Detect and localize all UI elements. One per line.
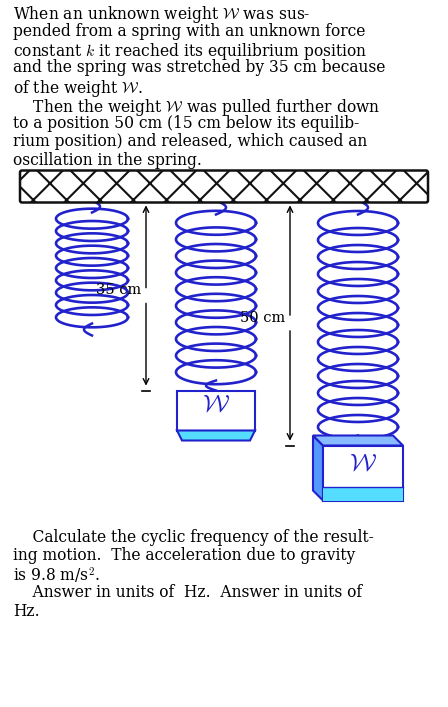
Polygon shape	[177, 431, 255, 440]
Text: 35 cm: 35 cm	[96, 284, 141, 298]
Text: Hz.: Hz.	[13, 602, 39, 619]
Text: $\mathcal{W}$: $\mathcal{W}$	[349, 452, 377, 476]
Text: $\mathcal{W}$: $\mathcal{W}$	[202, 394, 230, 418]
Text: constant $k$ it reached its equilibrium position: constant $k$ it reached its equilibrium …	[13, 41, 367, 62]
Text: oscillation in the spring.: oscillation in the spring.	[13, 152, 202, 169]
Text: is 9.8 m/s$^2$.: is 9.8 m/s$^2$.	[13, 566, 100, 586]
Polygon shape	[313, 436, 323, 501]
Text: ing motion.  The acceleration due to gravity: ing motion. The acceleration due to grav…	[13, 547, 355, 564]
Text: rium position) and released, which caused an: rium position) and released, which cause…	[13, 134, 367, 151]
Text: Then the weight $\mathcal{W}$ was pulled further down: Then the weight $\mathcal{W}$ was pulled…	[13, 96, 380, 117]
Bar	[323, 445, 403, 501]
Text: of the weight $\mathcal{W}$.: of the weight $\mathcal{W}$.	[13, 78, 142, 99]
Text: pended from a spring with an unknown force: pended from a spring with an unknown for…	[13, 23, 366, 40]
FancyBboxPatch shape	[20, 170, 428, 202]
Bar	[177, 390, 255, 431]
Text: Calculate the cyclic frequency of the result-: Calculate the cyclic frequency of the re…	[13, 529, 374, 546]
Text: When an unknown weight $\mathcal{W}$ was sus-: When an unknown weight $\mathcal{W}$ was…	[13, 4, 310, 25]
Polygon shape	[313, 436, 403, 445]
Text: and the spring was stretched by 35 cm because: and the spring was stretched by 35 cm be…	[13, 59, 385, 76]
Text: to a position 50 cm (15 cm below its equilib-: to a position 50 cm (15 cm below its equ…	[13, 115, 359, 132]
Text: Answer in units of  Hz.  Answer in units of: Answer in units of Hz. Answer in units o…	[13, 584, 362, 601]
Text: 50 cm: 50 cm	[240, 311, 285, 325]
Bar	[323, 486, 403, 501]
